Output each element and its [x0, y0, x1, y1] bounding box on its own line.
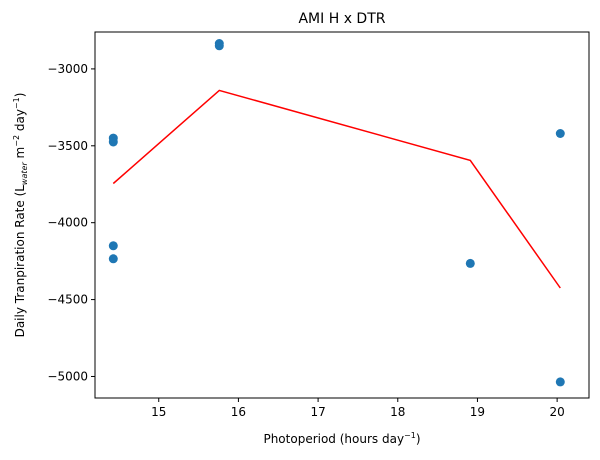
data-point-6	[214, 41, 224, 51]
plot-area	[108, 39, 565, 387]
y-tick-label: −3000	[47, 62, 88, 76]
axes: 15 16 17 18 19 20 −5000 −4500 −4000 −3500 −3000	[47, 31, 590, 419]
x-tick-label: 17	[310, 405, 325, 419]
data-point-3	[108, 241, 118, 251]
x-tick-label: 19	[470, 405, 485, 419]
chart-title: AMI H x DTR	[298, 11, 385, 27]
y-tick-label: −3500	[47, 139, 88, 153]
x-axis-label: Photoperiod (hours day−1)	[263, 431, 420, 446]
y-axis-label: Daily Tranpiration Rate (Lwater m−2 day−…	[12, 93, 29, 338]
x-tick-label: 15	[151, 405, 166, 419]
x-tick-label: 20	[549, 405, 564, 419]
x-tick-label: 18	[390, 405, 405, 419]
x-tick-label: 16	[231, 405, 246, 419]
data-point-9	[555, 377, 565, 387]
data-point-7	[465, 258, 475, 268]
data-point-8	[555, 129, 565, 138]
fit-line	[112, 89, 561, 289]
plot-frame	[94, 31, 590, 399]
data-point-2	[108, 137, 118, 147]
y-tick-label: −5000	[47, 369, 88, 383]
y-tick-label: −4500	[47, 293, 88, 307]
data-point-4	[108, 254, 118, 264]
y-tick-label: −4000	[47, 216, 88, 230]
